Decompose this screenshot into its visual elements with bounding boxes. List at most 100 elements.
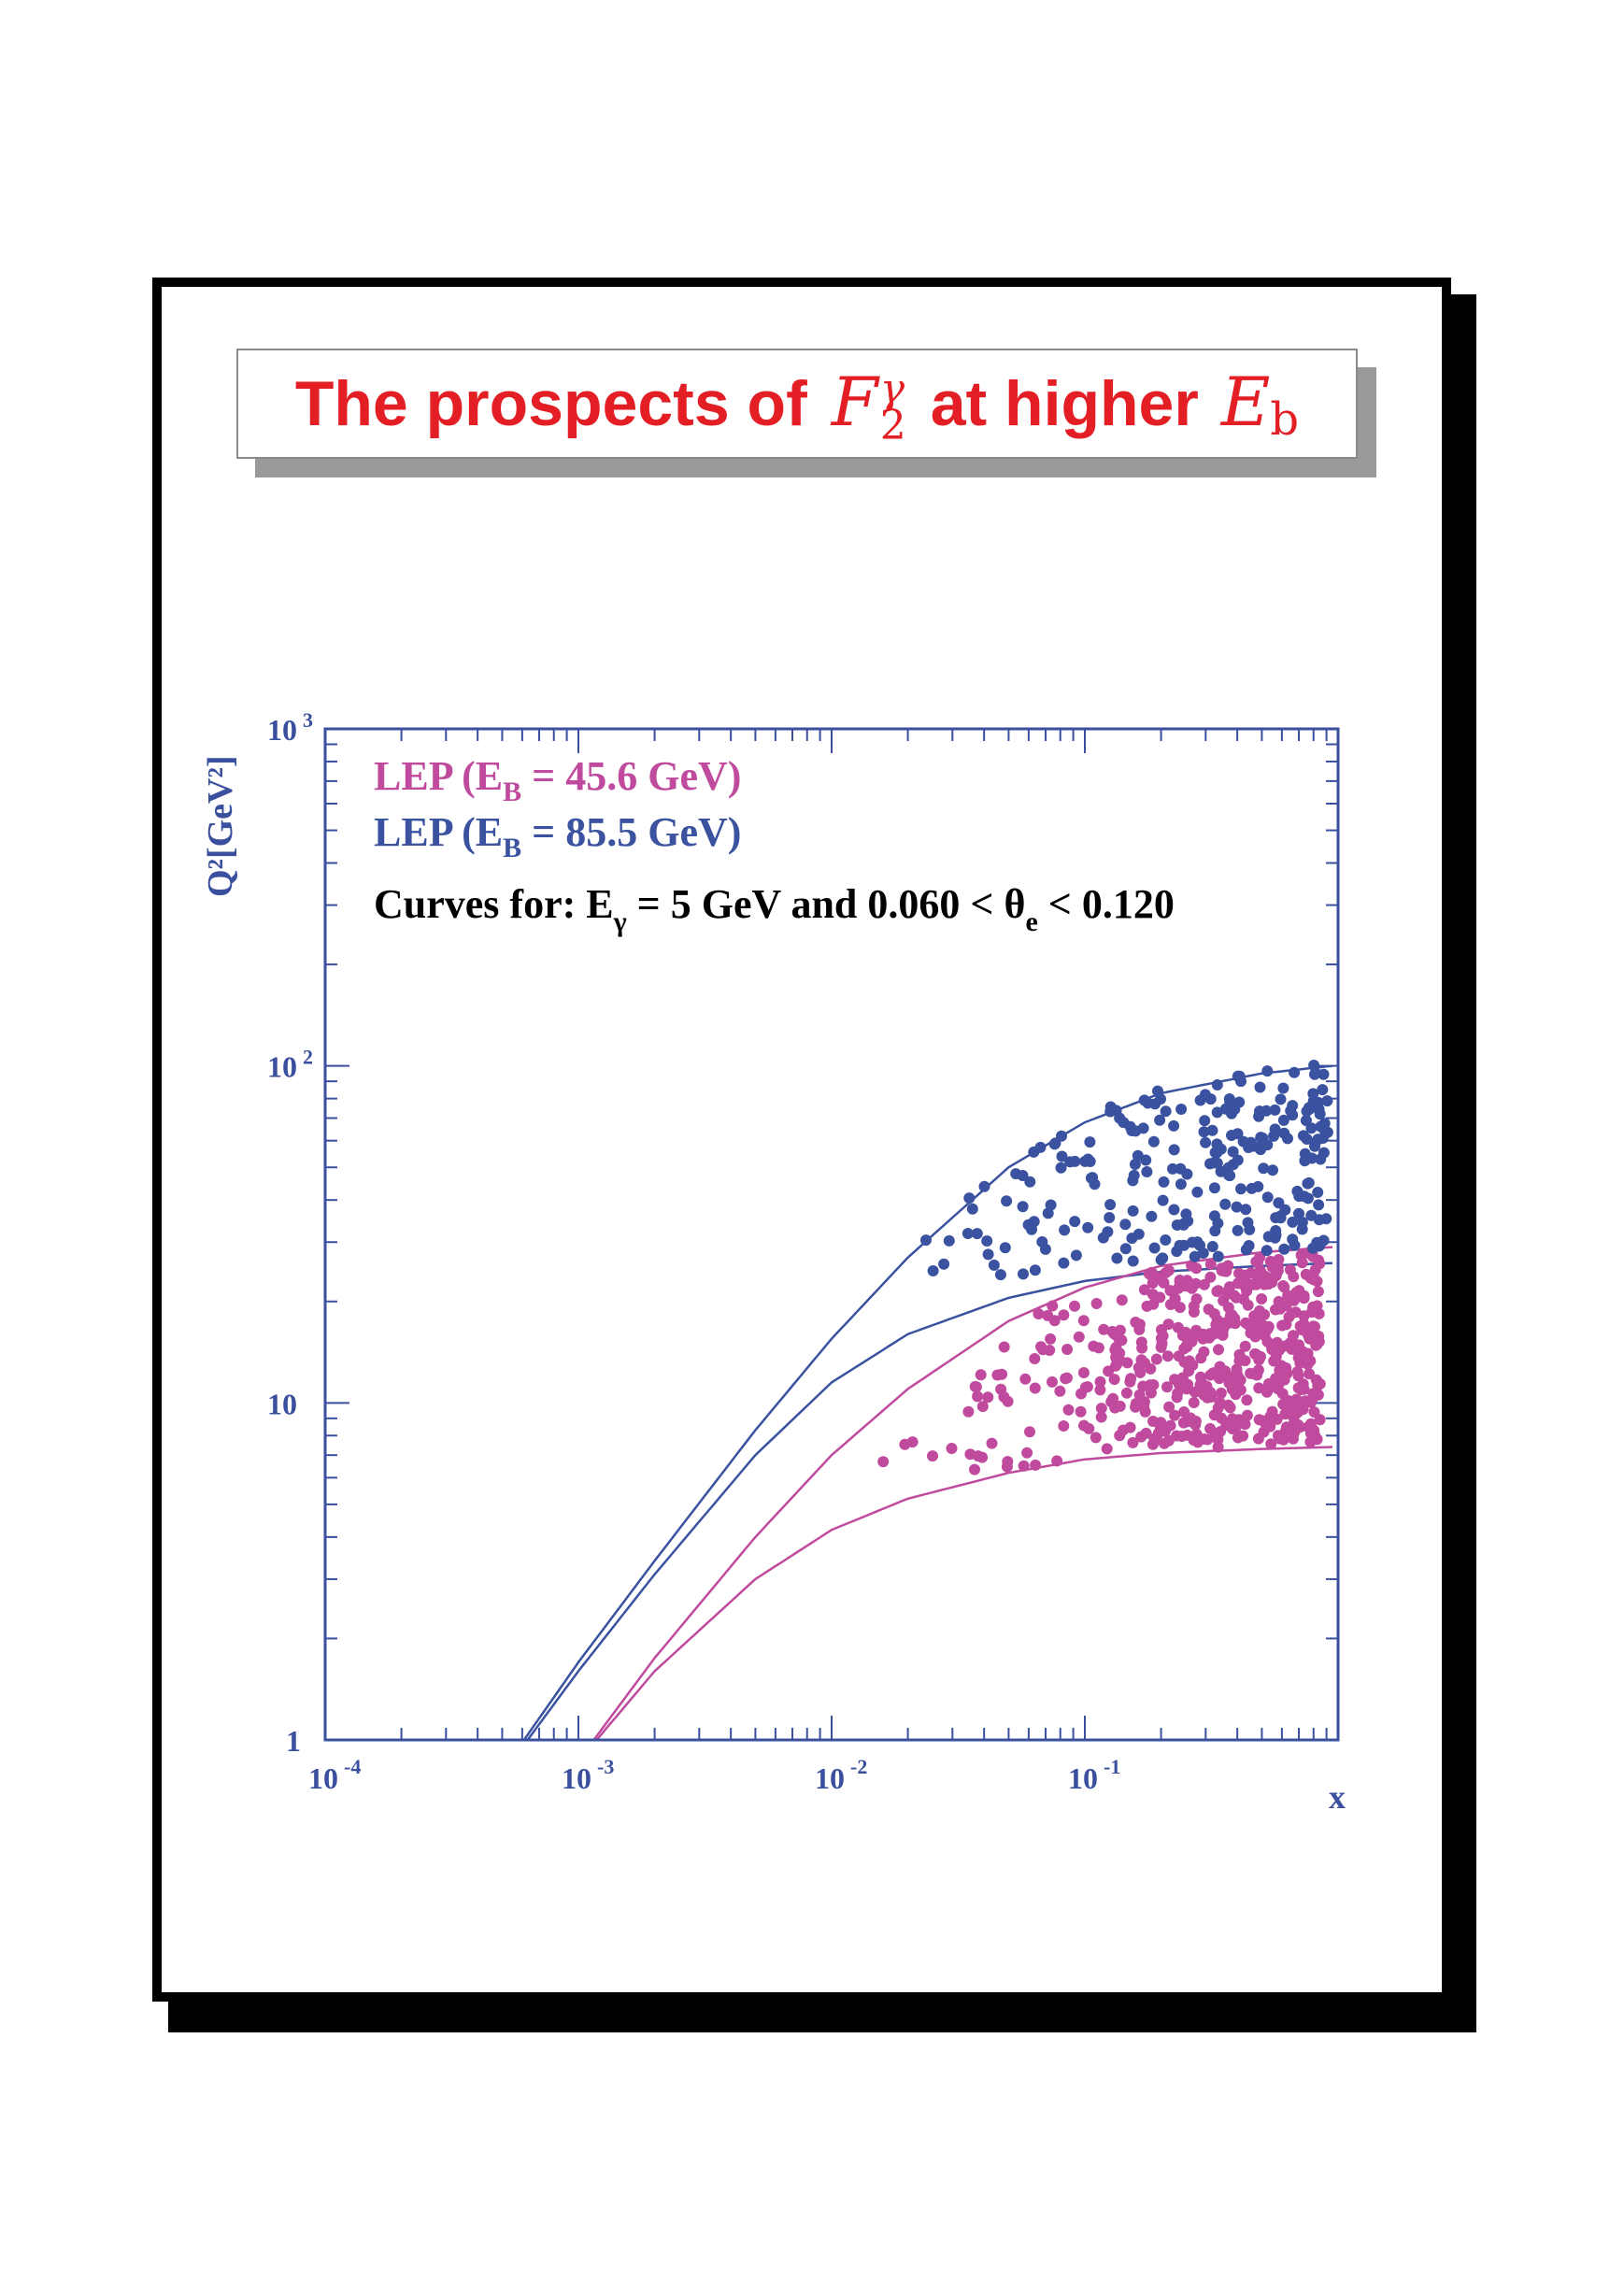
point-lep-85: [1313, 1214, 1325, 1226]
point-lep-85: [1198, 1126, 1210, 1138]
point-lep-45: [1296, 1257, 1308, 1269]
point-lep-45: [1169, 1374, 1181, 1386]
point-lep-85: [966, 1203, 978, 1215]
point-lep-85: [1058, 1257, 1070, 1269]
title-e-letter: E: [1220, 362, 1271, 441]
point-lep-85: [999, 1242, 1011, 1254]
point-lep-85: [938, 1258, 950, 1270]
point-lep-45: [1308, 1424, 1320, 1436]
y-tick-label: 10: [267, 1387, 297, 1420]
point-lep-45: [1221, 1370, 1232, 1381]
point-lep-85: [1309, 1068, 1320, 1080]
point-lep-45: [1253, 1326, 1265, 1338]
point-lep-85: [962, 1228, 974, 1239]
point-lep-45: [1095, 1411, 1107, 1423]
point-lep-85: [1174, 1239, 1186, 1251]
point-lep-45: [986, 1437, 998, 1449]
point-lep-45: [1214, 1396, 1226, 1408]
point-lep-85: [1321, 1095, 1333, 1107]
point-lep-85: [1268, 1130, 1279, 1142]
point-lep-85: [994, 1269, 1006, 1281]
point-lep-45: [1114, 1430, 1126, 1442]
point-lep-45: [1171, 1391, 1183, 1404]
point-lep-45: [1198, 1278, 1210, 1290]
point-lep-45: [1198, 1346, 1210, 1358]
point-lep-45: [996, 1368, 1008, 1380]
point-lep-45: [1174, 1276, 1186, 1289]
point-lep-85: [1104, 1101, 1117, 1113]
point-lep-45: [1237, 1430, 1249, 1442]
title-b-sub: b: [1270, 392, 1300, 446]
point-lep-45: [1047, 1300, 1059, 1312]
point-lep-85: [1199, 1089, 1211, 1101]
point-lep-85: [1082, 1221, 1094, 1233]
point-lep-45: [1298, 1290, 1310, 1302]
point-lep-45: [1161, 1350, 1174, 1362]
point-lep-85: [1208, 1157, 1220, 1169]
point-lep-85: [943, 1234, 955, 1247]
point-lep-85: [1102, 1226, 1114, 1238]
point-lep-45: [1187, 1331, 1199, 1343]
point-lep-45: [1047, 1376, 1058, 1388]
point-lep-45: [1300, 1350, 1312, 1362]
point-lep-85: [1254, 1081, 1266, 1093]
point-lep-85: [1243, 1142, 1255, 1153]
point-lep-45: [1069, 1300, 1080, 1312]
title-energy-symbol: Eb: [1221, 363, 1299, 446]
point-lep-45: [1213, 1344, 1224, 1356]
note-sub-gamma: γ: [613, 906, 627, 937]
point-lep-45: [1051, 1455, 1063, 1467]
point-lep-45: [982, 1391, 994, 1404]
point-lep-45: [1125, 1373, 1137, 1385]
point-lep-45: [1077, 1367, 1090, 1378]
point-lep-85: [1285, 1105, 1297, 1117]
point-lep-85: [1026, 1223, 1037, 1235]
plot-frame: [323, 727, 1340, 1742]
point-lep-85: [1059, 1224, 1071, 1236]
point-lep-45: [1092, 1342, 1104, 1354]
point-lep-45: [1288, 1294, 1300, 1306]
point-lep-45: [1295, 1384, 1307, 1395]
point-lep-85: [1206, 1241, 1218, 1252]
point-lep-45: [1173, 1350, 1185, 1362]
point-lep-45: [1077, 1315, 1090, 1327]
point-lep-45: [1188, 1300, 1200, 1312]
point-lep-45: [1309, 1263, 1321, 1276]
point-lep-85: [1182, 1215, 1194, 1227]
point-lep-45: [1062, 1404, 1075, 1416]
point-lep-85: [1168, 1144, 1180, 1156]
point-lep-45: [1214, 1361, 1226, 1373]
point-lep-45: [1215, 1387, 1227, 1399]
point-lep-85: [927, 1265, 939, 1276]
point-lep-45: [1232, 1418, 1244, 1431]
point-lep-85: [1036, 1236, 1048, 1247]
title-f-letter: F: [831, 363, 878, 442]
point-lep-85: [1010, 1168, 1022, 1180]
legend-45-pre: LEP (E: [374, 753, 503, 799]
point-lep-45: [1305, 1396, 1317, 1408]
point-lep-85: [1235, 1183, 1246, 1195]
point-lep-45: [976, 1401, 989, 1413]
y-tick-label-base: 10: [267, 1050, 297, 1084]
x-axis-label: x: [1329, 1778, 1346, 1816]
point-lep-85: [1212, 1250, 1224, 1262]
y-tick-label-exp: 2: [303, 1046, 313, 1069]
point-lep-45: [1078, 1419, 1090, 1432]
point-lep-85: [1126, 1233, 1138, 1245]
title-prefix: The prospects of: [294, 368, 807, 439]
point-lep-85: [1017, 1201, 1029, 1213]
point-lep-45: [946, 1443, 958, 1454]
point-lep-85: [1069, 1155, 1081, 1167]
point-lep-45: [1308, 1406, 1320, 1418]
point-lep-45: [1061, 1344, 1074, 1355]
point-lep-45: [1108, 1374, 1120, 1386]
legend-45-post: = 45.6 GeV): [521, 753, 741, 799]
point-lep-45: [1176, 1330, 1189, 1342]
point-lep-45: [1029, 1353, 1041, 1364]
point-lep-45: [1252, 1433, 1264, 1445]
point-lep-45: [1147, 1277, 1159, 1289]
x-tick-label-base: 10: [815, 1761, 845, 1795]
point-lep-45: [1002, 1395, 1014, 1407]
point-lep-85: [1126, 1125, 1138, 1136]
point-lep-45: [1270, 1304, 1281, 1316]
